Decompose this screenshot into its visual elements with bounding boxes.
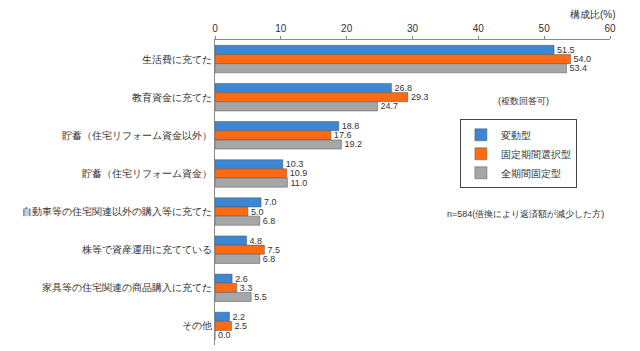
svg-text:自動車等の住宅関連以外の購入等に充てた: 自動車等の住宅関連以外の購入等に充てた <box>22 206 212 217</box>
svg-text:20: 20 <box>341 23 353 34</box>
svg-text:40: 40 <box>473 23 485 34</box>
svg-text:29.3: 29.3 <box>411 92 429 102</box>
svg-text:0: 0 <box>212 23 218 34</box>
svg-text:2.6: 2.6 <box>235 274 248 284</box>
svg-text:貯蓄（住宅リフォーム資金）: 貯蓄（住宅リフォーム資金） <box>82 168 212 179</box>
svg-text:53.4: 53.4 <box>570 63 588 73</box>
svg-text:6.8: 6.8 <box>263 254 276 264</box>
svg-text:26.8: 26.8 <box>394 83 412 93</box>
svg-text:2.2: 2.2 <box>232 312 245 322</box>
svg-text:10.9: 10.9 <box>290 168 308 178</box>
svg-text:6.8: 6.8 <box>263 216 276 226</box>
svg-text:7.0: 7.0 <box>264 197 277 207</box>
svg-text:生活費に充てた: 生活費に充てた <box>142 54 212 65</box>
svg-text:変動型: 変動型 <box>501 130 531 141</box>
svg-text:51.5: 51.5 <box>557 45 575 55</box>
svg-text:n=584(借換により返済額が減少した方): n=584(借換により返済額が減少した方) <box>447 209 604 219</box>
svg-text:株等で資産運用に充てている: 株等で資産運用に充てている <box>81 244 212 255</box>
svg-text:5.0: 5.0 <box>251 207 264 217</box>
svg-text:10: 10 <box>275 23 287 34</box>
svg-text:(複数回答可): (複数回答可) <box>498 96 549 106</box>
svg-text:3.3: 3.3 <box>240 283 253 293</box>
svg-text:54.0: 54.0 <box>574 54 592 64</box>
svg-text:固定期間選択型: 固定期間選択型 <box>501 149 571 160</box>
svg-text:その他: その他 <box>182 320 212 331</box>
svg-text:11.0: 11.0 <box>290 178 307 188</box>
svg-text:24.7: 24.7 <box>381 101 399 111</box>
svg-text:19.2: 19.2 <box>344 139 362 149</box>
svg-text:60: 60 <box>604 23 616 34</box>
svg-text:貯蓄（住宅リフォーム資金以外）: 貯蓄（住宅リフォーム資金以外） <box>62 130 212 141</box>
svg-text:0.0: 0.0 <box>218 330 231 340</box>
svg-text:家具等の住宅関連の商品購入に充てた: 家具等の住宅関連の商品購入に充てた <box>42 282 212 293</box>
svg-text:5.5: 5.5 <box>254 292 267 302</box>
svg-text:2.5: 2.5 <box>234 321 247 331</box>
svg-text:17.6: 17.6 <box>334 130 352 140</box>
svg-text:教育資金に充てた: 教育資金に充てた <box>132 92 212 103</box>
svg-text:10.3: 10.3 <box>286 159 304 169</box>
svg-text:50: 50 <box>539 23 551 34</box>
svg-text:30: 30 <box>407 23 419 34</box>
svg-text:7.5: 7.5 <box>267 245 280 255</box>
svg-text:4.8: 4.8 <box>250 236 263 246</box>
svg-text:全期間固定型: 全期間固定型 <box>501 168 561 179</box>
svg-text:18.8: 18.8 <box>342 121 360 131</box>
svg-text:構成比(%): 構成比(%) <box>570 9 616 20</box>
